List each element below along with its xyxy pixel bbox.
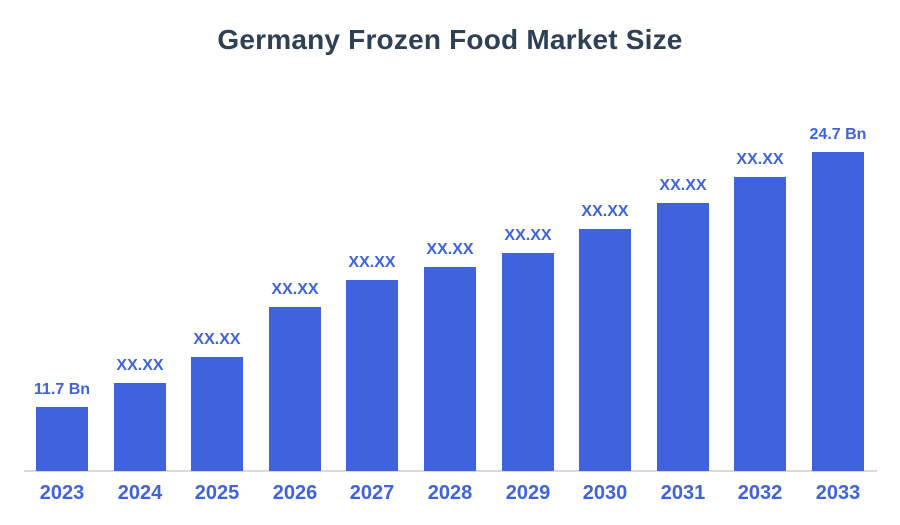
value-label-2029: XX.XX: [504, 227, 552, 244]
x-tick-2025: 2025: [194, 482, 240, 504]
value-label-2028: XX.XX: [426, 241, 474, 258]
bar-2024: [114, 383, 166, 471]
bar-2023: [36, 407, 88, 471]
value-label-2032: XX.XX: [736, 151, 784, 168]
x-tick-2024: 2024: [117, 482, 163, 504]
x-tick-2030: 2030: [582, 482, 628, 504]
bar-2025: [191, 357, 243, 471]
value-label-2023: 11.7 Bn: [33, 381, 91, 398]
value-label-2025: XX.XX: [193, 331, 241, 348]
x-tick-2031: 2031: [660, 482, 706, 504]
bar-2030: [579, 229, 631, 471]
bar-2028: [424, 267, 476, 471]
x-tick-2026: 2026: [272, 482, 318, 504]
value-label-2026: XX.XX: [271, 281, 319, 298]
bar-2027: [346, 280, 398, 471]
x-tick-2032: 2032: [737, 482, 783, 504]
x-tick-2028: 2028: [427, 482, 473, 504]
x-tick-2023: 2023: [39, 482, 85, 504]
x-tick-2027: 2027: [349, 482, 395, 504]
value-label-2027: XX.XX: [348, 254, 396, 271]
x-tick-2029: 2029: [505, 482, 551, 504]
bar-2031: [657, 203, 709, 471]
value-label-2024: XX.XX: [116, 357, 164, 374]
chart-title: Germany Frozen Food Market Size: [217, 24, 683, 55]
value-label-2030: XX.XX: [581, 203, 629, 220]
value-label-2031: XX.XX: [659, 177, 707, 194]
bar-2026: [269, 307, 321, 471]
bar-2029: [502, 253, 554, 471]
bar-2033: [812, 152, 864, 471]
x-axis-line: [24, 470, 877, 472]
value-label-2033: 24.7 Bn: [809, 126, 867, 143]
x-tick-2033: 2033: [815, 482, 861, 504]
bar-2032: [734, 177, 786, 471]
